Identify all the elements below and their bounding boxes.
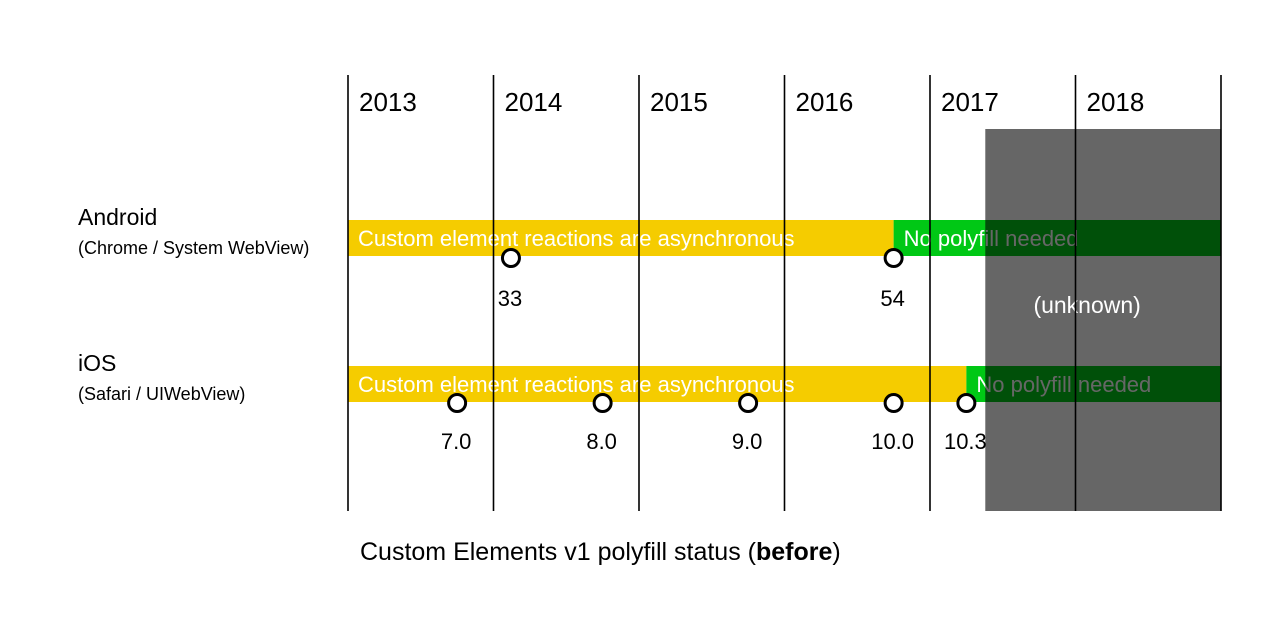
row-1-milestone-label-4: 10.3 [944,429,987,454]
row-0-segment-0 [348,220,894,256]
chart-title: Custom Elements v1 polyfill status (befo… [360,538,841,566]
row-0-milestone-dot-1 [883,248,904,268]
row-0-segment-0-label: Custom element reactions are asynchronou… [358,226,795,251]
unknown-label: (unknown) [1033,292,1140,318]
row-0-milestone-label-1: 54 [880,286,904,311]
row-1-segment-0-label: Custom element reactions are asynchronou… [358,372,795,397]
row-1-milestone-dot-4 [956,393,977,413]
year-label-2017: 2017 [941,87,999,117]
row-1-milestone-label-2: 9.0 [732,429,763,454]
row-1-milestone-label-3: 10.0 [871,429,914,454]
row-1-subname: (Safari / UIWebView) [78,384,245,404]
year-label-2015: 2015 [650,87,708,117]
row-1-milestone-dot-2 [738,393,759,413]
year-label-2013: 2013 [359,87,417,117]
row-1-milestone-dot-1 [592,393,613,413]
year-label-2014: 2014 [505,87,563,117]
chart-title-suffix: ) [832,538,840,566]
row-0-subname: (Chrome / System WebView) [78,238,309,258]
row-1-milestone-dot-3 [883,393,904,413]
unknown-region [985,129,1221,511]
row-0-milestone-label-0: 33 [498,286,522,311]
row-1-milestone-label-1: 8.0 [586,429,617,454]
chart-title-prefix: Custom Elements v1 polyfill status ( [360,538,757,566]
row-0-milestone-dot-0 [500,248,521,268]
chart-title-bold: before [756,538,833,566]
row-1-milestone-label-0: 7.0 [441,429,472,454]
row-0-name: Android [78,204,157,230]
year-label-2016: 2016 [796,87,854,117]
row-1-name: iOS [78,350,116,376]
row-1-milestone-dot-0 [447,393,468,413]
year-label-2018: 2018 [1087,87,1145,117]
